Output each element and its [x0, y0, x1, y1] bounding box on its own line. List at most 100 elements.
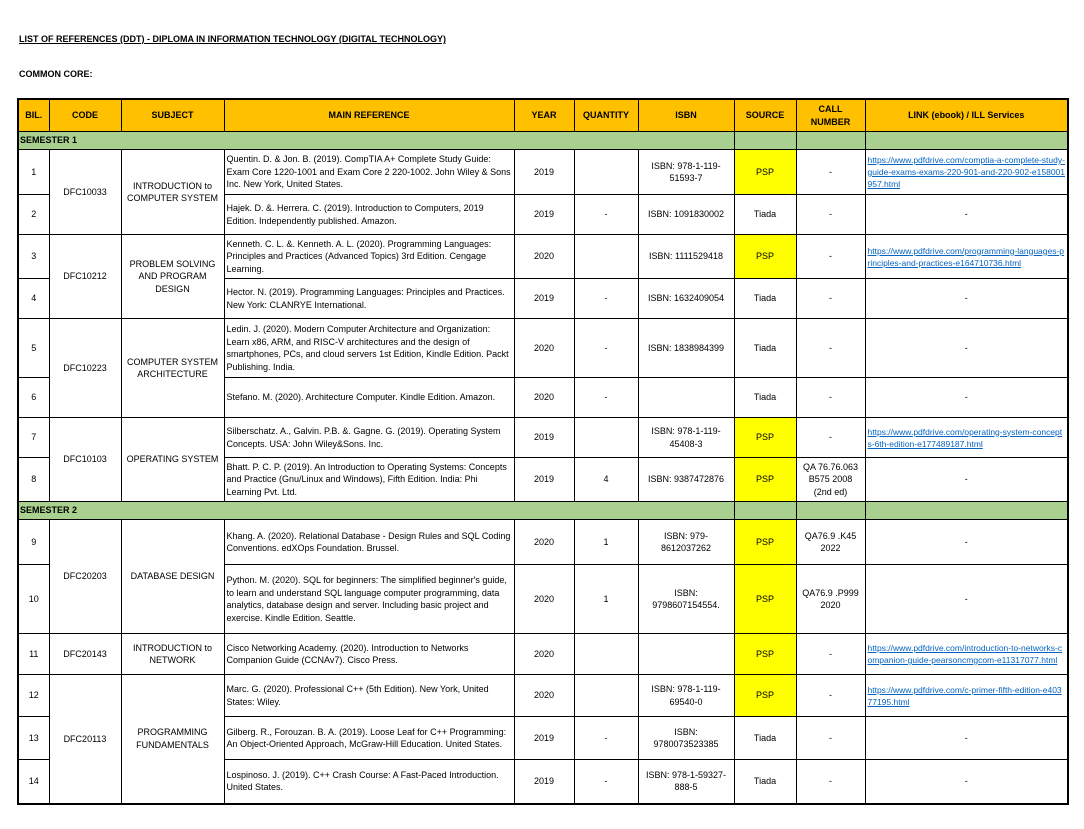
subject-cell: COMPUTER SYSTEM ARCHITECTURE — [120, 318, 225, 418]
table-row: 14 Lospinoso. J. (2019). C++ Crash Course… — [17, 759, 1069, 804]
quantity-cell: 4 — [573, 457, 639, 502]
table-row: 5 DFC10223 COMPUTER SYSTEM ARCHITECTURE Led… — [17, 318, 1069, 418]
reference-cell: Bhatt. P. C. P. (2019). An Introduction … — [223, 457, 515, 502]
link-cell: - — [864, 318, 1069, 378]
semester-fill — [795, 131, 866, 150]
ebook-link[interactable]: https://www.pdfdrive.com/introduction-to… — [867, 643, 1063, 665]
isbn-cell: ISBN: 1632409054 — [637, 278, 735, 319]
bil-cell: 9 — [17, 519, 50, 565]
isbn-cell: ISBN: 978-1-59327-888-5 — [637, 759, 735, 804]
quantity-cell: 1 — [573, 519, 639, 565]
reference-cell: Hector. N. (2019). Programming Languages… — [223, 278, 515, 319]
ebook-link[interactable]: https://www.pdfdrive.com/operating-syste… — [867, 426, 1063, 449]
call-number-cell: - — [795, 318, 866, 378]
call-number-cell: - — [795, 674, 866, 717]
semester-label: SEMESTER 2 — [17, 501, 735, 520]
year-cell: 2019 — [513, 457, 575, 502]
year-cell: 2019 — [513, 417, 575, 458]
reference-cell: Ledin. J. (2020). Modern Computer Archit… — [223, 318, 515, 378]
code-cell: DFC20143 — [48, 633, 122, 675]
isbn-cell: ISBN: 1111529418 — [637, 234, 735, 279]
isbn-cell: ISBN: 1091830002 — [637, 194, 735, 235]
bil-cell: 8 — [17, 457, 50, 502]
link-cell: - — [864, 278, 1069, 319]
quantity-cell — [573, 149, 639, 195]
semester-fill — [733, 501, 797, 520]
year-cell: 2019 — [513, 716, 575, 760]
call-number-cell: - — [795, 716, 866, 760]
column-header-subject: SUBJECT — [120, 98, 225, 132]
isbn-cell: ISBN: 9780073523385 — [637, 716, 735, 760]
link-cell: https://www.pdfdrive.com/operating-syste… — [864, 417, 1069, 458]
semester-fill — [864, 501, 1069, 520]
source-cell: PSP — [733, 674, 797, 717]
link-cell: - — [864, 564, 1069, 634]
ebook-link[interactable]: https://www.pdfdrive.com/programming-lan… — [867, 245, 1065, 268]
table-row: 3 DFC10212 PROBLEM SOLVING AND PROGRAM DES… — [17, 234, 1069, 319]
quantity-cell — [573, 234, 639, 279]
semester-fill — [795, 501, 866, 520]
isbn-cell: ISBN: 979-8612037262 — [637, 519, 735, 565]
link-cell: https://www.pdfdrive.com/programming-lan… — [864, 234, 1069, 279]
call-number-cell: - — [795, 633, 866, 675]
source-cell: PSP — [733, 519, 797, 565]
code-cell: DFC10033 — [48, 149, 122, 235]
table-row: 7 DFC10103 OPERATING SYSTEM Silberschatz. A… — [17, 417, 1069, 502]
call-number-cell: QA76.9 .K45 2022 — [795, 519, 866, 565]
subject-cell: OPERATING SYSTEM — [120, 417, 225, 502]
subject-cell: PROGRAMMING FUNDAMENTALS — [120, 674, 225, 804]
ebook-link[interactable]: https://www.pdfdrive.com/c-primer-fifth-… — [867, 684, 1062, 707]
bil-cell: 1 — [17, 149, 50, 195]
isbn-cell: ISBN: 978-1-119-51593-7 — [637, 149, 735, 195]
column-header-code: CODE — [48, 98, 122, 132]
subject-cell: DATABASE DESIGN — [120, 519, 225, 634]
column-header-link: LINK (ebook) / ILL Services — [864, 98, 1069, 132]
quantity-cell: - — [573, 759, 639, 804]
semester-label: SEMESTER 1 — [17, 131, 735, 150]
source-cell: PSP — [733, 149, 797, 195]
bil-cell: 11 — [17, 633, 50, 675]
year-cell: 2020 — [513, 318, 575, 378]
year-cell: 2020 — [513, 674, 575, 717]
column-header-source: SOURCE — [733, 98, 797, 132]
source-cell: Tiada — [733, 377, 797, 418]
reference-cell: Python. M. (2020). SQL for beginners: Th… — [223, 564, 515, 634]
source-cell: Tiada — [733, 716, 797, 760]
column-header-isbn: ISBN — [637, 98, 735, 132]
reference-cell: Kenneth. C. L. &. Kenneth. A. L. (2020).… — [223, 234, 515, 279]
isbn-cell: ISBN: 978-1-119-45408-3 — [637, 417, 735, 458]
quantity-cell — [573, 674, 639, 717]
reference-cell: Marc. G. (2020). Professional C++ (5th E… — [223, 674, 515, 717]
section-heading: COMMON CORE: — [19, 69, 93, 79]
ebook-link[interactable]: https://www.pdfdrive.com/comptia-a-compl… — [867, 155, 1066, 189]
source-cell: PSP — [733, 234, 797, 279]
bil-cell: 4 — [17, 278, 50, 319]
references-table: BIL. CODE SUBJECT MAIN REFERENCE YEAR QUANTIT… — [17, 98, 1069, 805]
call-number-cell: QA76.9 .P999 2020 — [795, 564, 866, 634]
reference-cell: Stefano. M. (2020). Architecture Compute… — [223, 377, 515, 418]
bil-cell: 2 — [17, 194, 50, 235]
call-number-cell: QA 76.76.063 B575 2008 (2nd ed) — [795, 457, 866, 502]
column-header-year: YEAR — [513, 98, 575, 132]
source-cell: Tiada — [733, 278, 797, 319]
bil-cell: 3 — [17, 234, 50, 279]
column-header-quantity: QUANTITY — [573, 98, 639, 132]
year-cell: 2020 — [513, 519, 575, 565]
reference-cell: Gilberg. R., Forouzan. B. A. (2019). Loo… — [223, 716, 515, 760]
isbn-cell: ISBN: 978-1-119-69540-0 — [637, 674, 735, 717]
year-cell: 2019 — [513, 759, 575, 804]
code-cell: DFC20113 — [48, 674, 122, 804]
year-cell: 2019 — [513, 149, 575, 195]
subject-cell: INTRODUCTION to COMPUTER SYSTEM — [120, 149, 225, 235]
source-cell: Tiada — [733, 194, 797, 235]
link-cell: - — [864, 716, 1069, 760]
isbn-cell — [637, 633, 735, 675]
year-cell: 2020 — [513, 564, 575, 634]
semester-fill — [733, 131, 797, 150]
table-row: 1 DFC10033 INTRODUCTION to COMPUTER SYSTEM… — [17, 149, 1069, 235]
isbn-cell: ISBN: 9387472876 — [637, 457, 735, 502]
quantity-cell: 1 — [573, 564, 639, 634]
quantity-cell: - — [573, 716, 639, 760]
link-cell: - — [864, 377, 1069, 418]
quantity-cell: - — [573, 194, 639, 235]
